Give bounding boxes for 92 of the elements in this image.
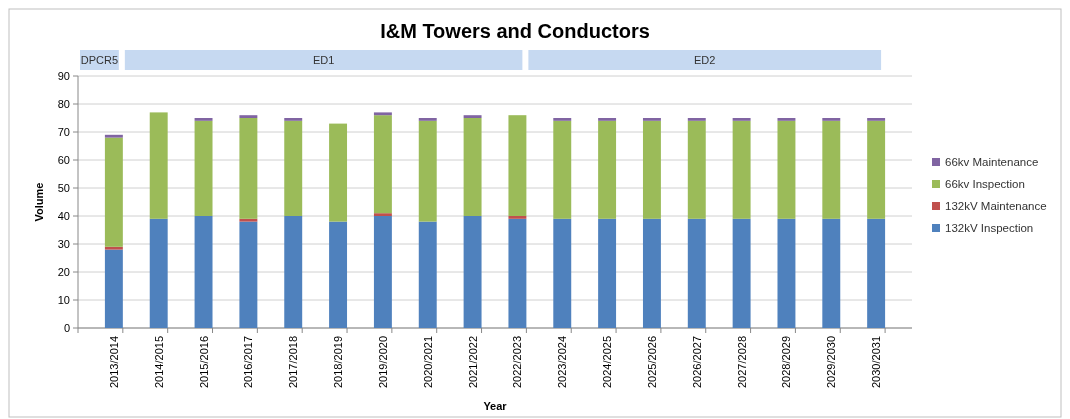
bar [104, 137, 123, 247]
bar [732, 118, 751, 121]
y-tick-label: 80 [57, 98, 70, 110]
bar [149, 218, 168, 328]
bar [284, 120, 303, 216]
legend-label: 66kv Maintenance [945, 156, 1039, 168]
x-tick-label: 2020/2021 [421, 336, 434, 388]
y-tick-label: 40 [57, 210, 70, 222]
bar [867, 120, 886, 219]
bar [463, 115, 482, 118]
bar [418, 120, 437, 222]
x-tick-label: 2030/2031 [870, 336, 883, 388]
text: ED1 [312, 54, 335, 66]
x-tick-label: 2023/2024 [556, 336, 569, 388]
y-axis-title: Volume [33, 182, 45, 222]
bar [867, 118, 886, 121]
x-tick-label: 2017/2018 [287, 336, 300, 388]
bar [463, 216, 482, 328]
bar [373, 115, 392, 214]
bar [777, 218, 796, 328]
bar [822, 218, 841, 328]
bar [553, 120, 572, 219]
bar [373, 112, 392, 116]
y-tick-label: 70 [57, 126, 70, 138]
y-tick-label: 60 [57, 154, 70, 166]
y-tick-label: 50 [57, 182, 70, 194]
bar [149, 112, 168, 219]
legend-label: 66kv Inspection [945, 178, 1025, 190]
bar [642, 118, 661, 121]
x-tick-label: 2019/2020 [376, 336, 389, 388]
bar [732, 120, 751, 219]
x-tick-label: 2026/2027 [690, 336, 703, 388]
bar [777, 120, 796, 219]
bar [239, 218, 258, 222]
x-tick-label: 2022/2023 [511, 336, 524, 388]
x-tick-label: 2025/2026 [645, 336, 658, 388]
bar [104, 246, 123, 250]
bar [508, 218, 527, 328]
bar [777, 118, 796, 121]
bar [284, 216, 303, 328]
bar [508, 216, 527, 219]
x-tick-label: 2016/2017 [242, 336, 255, 388]
bar [418, 118, 437, 121]
bar [284, 118, 303, 121]
bar [329, 123, 348, 222]
bar [194, 120, 213, 216]
bar [598, 120, 617, 219]
text: ED2 [694, 54, 716, 66]
y-tick-label: 20 [57, 266, 70, 278]
bar [598, 118, 617, 121]
x-tick-label: 2024/2025 [601, 336, 614, 388]
bar [822, 120, 841, 219]
bar [553, 118, 572, 121]
legend-label: 132kV Maintenance [945, 200, 1047, 212]
legend-label: 132kV Inspection [945, 222, 1034, 234]
bar [194, 118, 213, 121]
bar [104, 249, 123, 328]
x-tick-label: 2027/2028 [735, 336, 748, 388]
bar [329, 221, 348, 328]
y-tick-label: 0 [63, 322, 70, 334]
y-tick-label: 10 [57, 294, 70, 306]
x-tick-label: 2028/2029 [780, 336, 793, 388]
bar [687, 120, 706, 219]
bar [553, 218, 572, 328]
bar [373, 216, 392, 328]
x-tick-label: 2018/2019 [332, 336, 345, 388]
y-tick-label: 30 [57, 238, 70, 250]
bar [194, 216, 213, 328]
bar [598, 218, 617, 328]
x-tick-label: 2014/2015 [152, 336, 165, 388]
bar [822, 118, 841, 121]
bar [239, 115, 258, 118]
bar [463, 118, 482, 216]
bar [239, 118, 258, 219]
bar [418, 221, 437, 328]
bar [687, 118, 706, 121]
x-tick-label: 2029/2030 [825, 336, 838, 388]
bar [687, 218, 706, 328]
x-tick-label: 2015/2016 [197, 336, 210, 388]
bar [732, 218, 751, 328]
chart-title: I&M Towers and Conductors [380, 20, 650, 42]
bar [239, 221, 258, 328]
x-axis-title: Year [483, 400, 508, 412]
bar [104, 134, 123, 138]
x-tick-label: 2021/2022 [466, 336, 479, 388]
bar [642, 120, 661, 219]
y-tick-label: 90 [57, 70, 70, 82]
x-tick-label: 2013/2014 [107, 336, 120, 388]
bar [508, 115, 527, 216]
bar [373, 213, 392, 216]
bar [642, 218, 661, 328]
bar [867, 218, 886, 328]
